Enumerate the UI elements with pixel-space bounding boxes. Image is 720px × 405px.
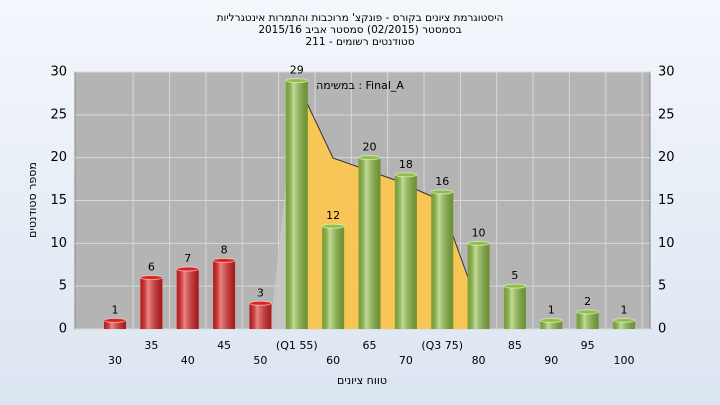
data-label: 5 xyxy=(511,269,518,282)
x-tick-label: 60 xyxy=(326,354,340,367)
bar-cap xyxy=(358,155,381,161)
data-label: 16 xyxy=(435,175,449,188)
y-tick-label: 15 xyxy=(50,193,67,208)
y-tick-label: 10 xyxy=(50,236,67,251)
bar-cap xyxy=(176,266,200,272)
x-axis-label: טווח ציונים xyxy=(337,374,387,387)
y-tick-label: 25 xyxy=(50,107,67,122)
bar-cap xyxy=(285,78,309,84)
x-tick-label: (Q3 75) xyxy=(421,339,463,352)
bar-shine xyxy=(322,226,345,329)
bar-cap xyxy=(467,240,491,246)
x-tick-label: 40 xyxy=(181,354,195,367)
data-label: 6 xyxy=(148,261,155,274)
x-tick-label: 70 xyxy=(399,354,413,367)
y2-tick-label: 30 xyxy=(658,65,675,80)
data-label: 8 xyxy=(221,243,228,256)
y-tick-label: 30 xyxy=(50,65,67,80)
x-tick-label: 95 xyxy=(581,339,595,352)
bar-shine xyxy=(613,320,635,329)
x-tick-label: 45 xyxy=(217,339,231,352)
bar-cap xyxy=(103,317,127,323)
bar-cap xyxy=(212,257,236,263)
chart-subtitle: סטודנטים רשומים - 211 xyxy=(305,36,414,48)
bar-shine xyxy=(394,174,417,329)
bar-cap xyxy=(503,283,527,289)
y-tick-label: 5 xyxy=(59,279,67,294)
x-tick-label: 85 xyxy=(508,339,522,352)
data-label: 18 xyxy=(399,158,413,171)
bar-cap xyxy=(394,172,418,178)
bar-cap xyxy=(321,223,345,229)
annotation: במשימה : Final_A xyxy=(316,79,404,92)
y2-tick-label: 25 xyxy=(658,107,675,122)
chart-subtitle: בסמסטר (02/2015) סמסטר אביב 2015/16 xyxy=(258,24,461,36)
x-tick-label: 50 xyxy=(253,354,267,367)
data-label: 12 xyxy=(326,209,340,222)
data-label: 29 xyxy=(290,64,304,77)
x-tick-label: 90 xyxy=(544,354,558,367)
data-label: 10 xyxy=(472,226,486,239)
x-tick-label: 30 xyxy=(108,354,122,367)
y2-tick-label: 20 xyxy=(658,150,675,165)
x-tick-label: 35 xyxy=(144,339,158,352)
bar-shine xyxy=(176,269,199,329)
y-tick-label: 0 xyxy=(59,322,67,337)
y2-tick-label: 10 xyxy=(658,236,675,251)
chart-title: היסטוגרמת ציונים בקורס - פונקצ' מרוכבות … xyxy=(217,12,504,24)
bar-shine xyxy=(503,286,526,329)
bar-shine xyxy=(576,311,599,329)
bar-shine xyxy=(140,277,163,329)
data-label: 7 xyxy=(184,252,191,265)
data-label: 20 xyxy=(363,141,377,154)
x-tick-label: 80 xyxy=(472,354,486,367)
bar-cap xyxy=(576,309,600,315)
data-label: 1 xyxy=(548,303,555,316)
bar-cap xyxy=(539,317,563,323)
x-tick-label: 100 xyxy=(614,354,635,367)
data-label: 3 xyxy=(257,286,264,299)
data-label: 1 xyxy=(621,303,628,316)
x-tick-label: (Q1 55) xyxy=(276,339,318,352)
y2-tick-label: 5 xyxy=(658,279,666,294)
bar-cap xyxy=(430,189,454,195)
bar-shine xyxy=(104,320,126,329)
bar-cap xyxy=(612,317,636,323)
y-axis-label: מספר סטודנטים xyxy=(26,162,39,238)
bar-shine xyxy=(358,157,381,329)
x-tick-label: 65 xyxy=(363,339,377,352)
data-label: 2 xyxy=(584,295,591,308)
y2-tick-label: 15 xyxy=(658,193,675,208)
bar-shine xyxy=(285,80,308,329)
bar-cap xyxy=(248,300,272,306)
bar-cap xyxy=(139,275,163,281)
bar-shine xyxy=(431,191,454,329)
y2-tick-label: 0 xyxy=(658,322,666,337)
y-tick-label: 20 xyxy=(50,150,67,165)
bar-shine xyxy=(540,320,563,329)
data-label: 1 xyxy=(112,303,119,316)
bar-shine xyxy=(467,243,490,329)
bar-shine xyxy=(213,260,236,329)
bar-shine xyxy=(249,303,272,329)
